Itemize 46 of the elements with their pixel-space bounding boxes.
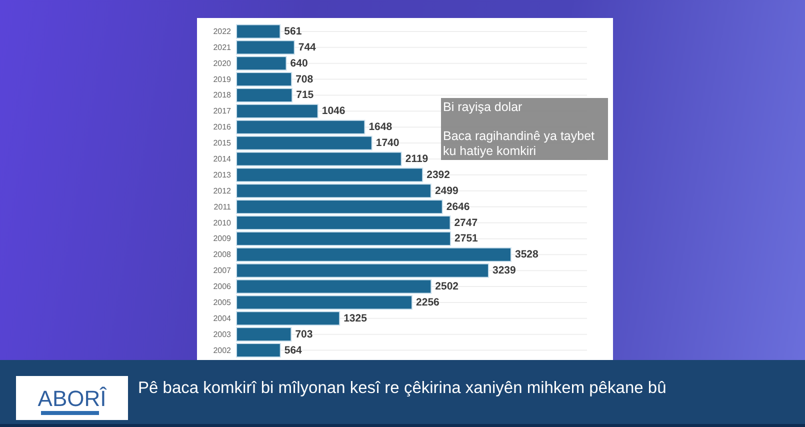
data-label: 1046 <box>322 105 346 118</box>
y-tick-label: 2016 <box>213 122 232 132</box>
data-label: 744 <box>298 41 316 54</box>
y-tick-label: 2004 <box>213 314 232 323</box>
data-label: 1325 <box>344 312 368 324</box>
text: ABORÎ <box>38 386 108 411</box>
y-tick-label: 2019 <box>213 74 232 84</box>
data-label: 2392 <box>426 168 450 181</box>
y-tick-label: 2008 <box>213 250 232 260</box>
data-label: 3239 <box>492 264 516 277</box>
data-label: 2751 <box>454 232 478 245</box>
data-label: 564 <box>284 344 302 356</box>
y-tick-label: 2015 <box>213 138 232 148</box>
y-tick-label: 2011 <box>214 202 232 212</box>
y-tick-label: 2021 <box>213 42 232 52</box>
y-tick-label: 2017 <box>213 106 232 116</box>
data-label: 1740 <box>376 137 400 150</box>
text: Pê baca komkirî bi mîlyonan kesî re çêkirina xaniyên mihkem pêkane bû <box>138 379 666 397</box>
data-label: 715 <box>296 89 314 102</box>
y-tick-label: 2018 <box>213 90 232 100</box>
y-tick-label: 2006 <box>213 282 232 292</box>
data-label: 2646 <box>446 200 470 213</box>
data-label: 703 <box>295 328 313 340</box>
y-tick-label: 2007 <box>213 266 232 276</box>
y-tick-label: 2014 <box>213 154 232 164</box>
data-label: 2747 <box>454 216 478 229</box>
annotation: Bi rayişa dolar <box>443 100 522 114</box>
data-label: 708 <box>296 73 314 86</box>
y-tick-label: 2012 <box>213 186 232 196</box>
data-label: 1648 <box>368 121 392 134</box>
data-label: 561 <box>284 25 302 38</box>
data-label: 640 <box>290 57 308 70</box>
data-label: 3528 <box>515 248 539 261</box>
y-tick-label: 2002 <box>213 346 232 355</box>
data-label: 2256 <box>416 296 440 308</box>
y-tick-label: 2010 <box>213 218 232 228</box>
y-tick-label: 2009 <box>213 234 232 244</box>
data-label: 2502 <box>435 280 459 293</box>
y-tick-label: 2022 <box>213 26 232 36</box>
data-label: 2499 <box>434 184 458 197</box>
y-tick-label: 2003 <box>213 330 232 339</box>
y-tick-label: 2020 <box>213 58 232 68</box>
y-tick-label: 2013 <box>213 170 232 180</box>
annotation: Baca ragihandinê ya taybet ku hatiye komkiri <box>443 129 596 158</box>
data-label: 2119 <box>405 152 428 165</box>
y-tick-label: 2005 <box>213 298 232 307</box>
